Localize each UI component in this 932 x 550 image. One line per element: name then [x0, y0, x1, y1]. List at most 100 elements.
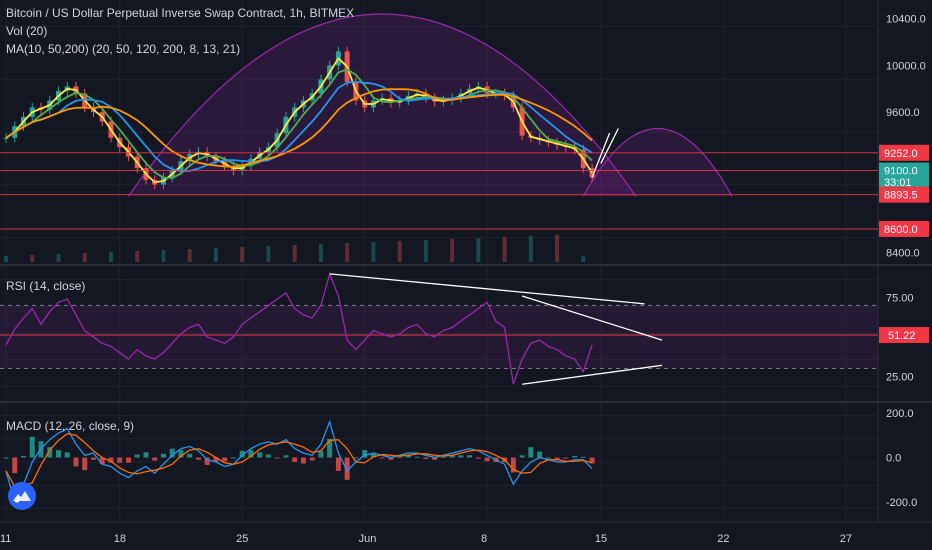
rsi-value-tag	[879, 327, 929, 344]
moving-average-line	[5, 80, 593, 173]
volume-legend[interactable]: Vol (20)	[6, 24, 48, 38]
macd-histogram-bar	[99, 457, 105, 465]
candle-body	[3, 137, 9, 139]
time-axis-label: 27	[840, 533, 852, 545]
macd-histogram-bar	[405, 455, 411, 458]
time-axis-label: 15	[595, 533, 607, 545]
macd-histogram-bar	[554, 457, 560, 460]
macd-histogram-bar	[353, 457, 359, 459]
macd-histogram-bar	[528, 447, 534, 458]
macd-histogram-bar	[423, 457, 429, 460]
price-tag-label: 33:01	[884, 177, 912, 189]
macd-histogram-bar	[152, 457, 158, 461]
time-axis-label: 25	[236, 533, 248, 545]
macd-histogram-bar	[362, 450, 368, 458]
volume-bar	[108, 252, 113, 262]
macd-legend: MACD (12, 26, close, 9)	[6, 419, 134, 433]
volume-bar	[240, 247, 245, 262]
macd-histogram-bar	[47, 447, 53, 458]
rsi-legend: RSI (14, close)	[6, 279, 85, 293]
macd-histogram-bar	[484, 457, 490, 462]
macd-histogram-bar	[283, 455, 289, 458]
volume-bar	[266, 246, 271, 262]
moving-average-line	[5, 88, 593, 168]
price-tag	[879, 186, 929, 203]
volume-bar	[581, 256, 586, 262]
macd-histogram-bar	[20, 456, 26, 458]
macd-histogram-bar	[318, 450, 324, 458]
volume-bar	[371, 242, 376, 262]
macd-histogram-bar	[388, 457, 394, 460]
rsi-band-fill	[0, 305, 878, 369]
volume-bar	[4, 256, 8, 262]
macd-axis-label: 0.0	[886, 453, 901, 465]
macd-histogram-bar	[449, 455, 455, 458]
macd-signal-line	[5, 433, 593, 488]
time-axis-label: 22	[717, 533, 729, 545]
rsi-trend-line	[329, 273, 645, 305]
time-axis-label: 11	[0, 533, 11, 545]
macd-histogram-bar	[537, 451, 543, 458]
macd-histogram-bar	[239, 450, 245, 458]
price-tag-label: 8893.5	[884, 190, 918, 202]
macd-histogram-bar	[213, 457, 219, 462]
macd-histogram-bar	[230, 457, 236, 459]
ma-legend[interactable]: MA(10, 50,200) (20, 50, 120, 200, 8, 13,…	[6, 42, 241, 56]
volume-bar	[318, 244, 323, 262]
macd-histogram-bar	[335, 457, 341, 471]
rounding-arc	[127, 13, 637, 197]
macd-histogram-bar	[178, 450, 184, 458]
macd-axis-label: -200.0	[886, 497, 917, 509]
macd-histogram-bar	[274, 457, 280, 459]
macd-histogram-bar	[467, 455, 473, 458]
price-axis-label: 9600.0	[886, 107, 920, 119]
macd-histogram-bar	[545, 457, 551, 459]
macd-histogram-bar	[327, 438, 333, 458]
rsi-value-label: 51.22	[888, 330, 916, 342]
macd-histogram-bar	[414, 456, 420, 458]
macd-histogram-bar	[160, 453, 166, 458]
macd-histogram-bar	[204, 457, 210, 465]
macd-histogram-bar	[344, 457, 350, 480]
volume-bar	[555, 235, 560, 262]
macd-histogram-bar	[108, 457, 114, 463]
macd-histogram-bar	[143, 452, 149, 458]
trend-line	[600, 128, 619, 164]
macd-histogram-bar	[458, 455, 464, 458]
macd-histogram-bar	[12, 457, 18, 474]
rsi-axis-label: 75.00	[886, 293, 914, 305]
macd-histogram-bar	[90, 457, 96, 460]
time-axis-label: 18	[114, 533, 126, 545]
symbol-title[interactable]: Bitcoin / US Dollar Perpetual Inverse Sw…	[6, 6, 355, 20]
macd-histogram-bar	[248, 450, 254, 458]
price-tag-label: 8600.0	[884, 224, 918, 236]
rounding-arc-small	[582, 127, 733, 197]
macd-histogram-bar	[440, 456, 446, 458]
macd-histogram-bar	[300, 457, 306, 464]
macd-histogram-bar	[117, 457, 123, 463]
macd-histogram-bar	[379, 457, 385, 459]
macd-histogram-bar	[265, 454, 271, 458]
macd-axis-label: 200.0	[886, 408, 914, 420]
volume-bar	[292, 245, 297, 262]
time-axis-label: 8	[481, 533, 487, 545]
tradingview-logo-glyph	[13, 491, 31, 503]
price-tag	[879, 174, 929, 191]
rsi-trend-line	[521, 295, 663, 341]
macd-histogram-bar	[82, 457, 88, 471]
moving-average-line	[5, 68, 593, 180]
macd-histogram-bar	[309, 457, 315, 461]
volume-bar	[397, 241, 402, 262]
macd-histogram-bar	[589, 457, 595, 464]
macd-histogram-bar	[580, 456, 586, 458]
macd-histogram-bar	[187, 453, 193, 458]
price-tag-label: 9252.0	[884, 148, 918, 160]
tradingview-logo-icon[interactable]	[8, 482, 36, 510]
macd-histogram-bar	[475, 457, 481, 459]
macd-histogram-bar	[125, 457, 131, 463]
macd-histogram-bar	[222, 457, 228, 462]
trend-line	[591, 132, 611, 178]
macd-histogram-bar	[292, 457, 298, 462]
rsi-trend-line	[522, 364, 663, 385]
